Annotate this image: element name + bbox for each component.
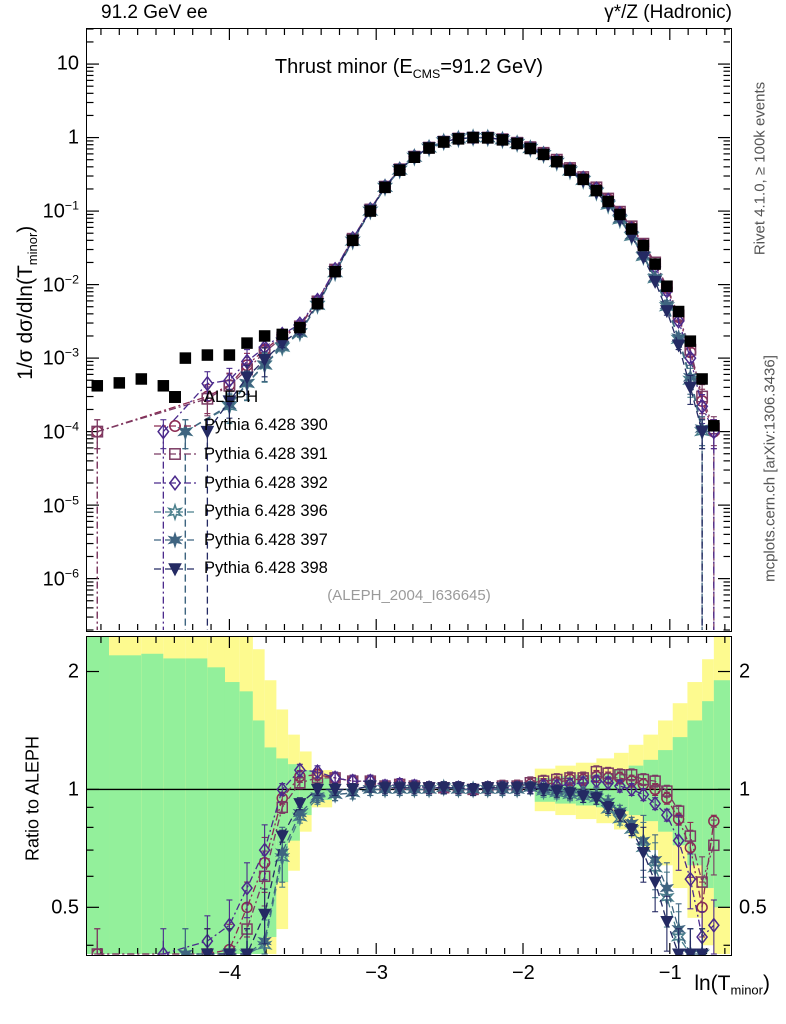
ratio-y-tick-left-2: 0.5 [51,896,79,919]
uncertainty-band-stat [687,720,703,866]
main-y-tick-3: 10−2 [42,272,79,297]
legend-item-3[interactable]: Pythia 6.428 392 [152,469,328,498]
main-y-label-suffix: ) [14,225,38,233]
ratio-y-tick-right-1: 1 [739,778,751,801]
legend-label-2: Pythia 6.428 391 [204,444,328,463]
x-label-sub: minor [730,982,763,998]
legend-marker-star-open-icon [152,502,198,522]
legend-item-0[interactable]: ALEPH [152,383,328,412]
ratio-y-tick-right-0: 2 [739,660,751,683]
ratio-y-axis-label: Ratio to ALEPH [22,735,43,862]
main-y-tick-6: 10−5 [42,493,79,517]
uncertainty-band-stat [252,720,265,954]
plot-title-suffix: =91.2 GeV) [440,56,544,78]
uncertainty-band-stat [87,637,110,954]
legend-item-5[interactable]: Pythia 6.428 397 [152,526,328,555]
legend-marker-triangledown-filled-icon [152,559,198,579]
legend-marker-diamond-open-icon [152,473,198,493]
uncertainty-band-stat [672,737,688,846]
uncertainty-band-stat [299,770,312,816]
legend-label-1: Pythia 6.428 390 [204,416,328,435]
legend-label-5: Pythia 6.428 397 [204,530,328,549]
uncertainty-band-stat [109,655,142,954]
legend-item-1[interactable]: Pythia 6.428 390 [152,412,328,441]
main-y-label-sub: minor [24,232,40,266]
uncertainty-band-stat [702,701,714,889]
plot-title: Thrust minor (ECMS=91.2 GeV) [86,56,732,81]
x-tick-3: −1 [658,962,682,984]
main-y-label-prefix: 1/σ dσ/dln(T [14,265,38,380]
main-y-tick-0: 10 [56,52,79,75]
mcplots-source-note: mcplots.cern.ch [arXiv:1306.3436] [761,355,779,582]
plot-title-prefix: Thrust minor (E [274,56,413,78]
legend-marker-star-filled-icon [152,530,198,550]
uncertainty-band-stat [264,747,277,937]
rivet-version-note: Rivet 4.1.0, ≥ 100k events [751,81,769,256]
legend-marker-square-filled-icon [152,387,198,407]
x-tick-1: −3 [365,962,388,984]
legend-item-2[interactable]: Pythia 6.428 391 [152,440,328,469]
uncertainty-band-stat [207,667,225,954]
ratio-y-tick-left-1: 1 [67,778,79,801]
ratio-plot-panel [86,636,732,956]
uncertainty-band-stat [239,691,253,954]
legend-label-6: Pythia 6.428 398 [204,559,328,578]
main-y-axis-label: 1/σ dσ/dln(Tminor) [14,93,40,513]
main-plot-canvas [87,28,730,631]
ratio-plot-canvas [87,637,730,955]
x-axis-label: ln(Tminor) [694,972,770,998]
header-left-label: 91.2 GeV ee [101,2,208,23]
main-plot-panel [86,28,732,632]
legend-item-6[interactable]: Pythia 6.428 398 [152,555,328,584]
x-tick-2: −2 [512,962,535,984]
ratio-series-Pythia-6-428-398 [200,779,709,955]
x-tick-0: −4 [218,962,242,984]
series-ALEPH [91,131,720,432]
legend-label-3: Pythia 6.428 392 [204,473,328,492]
ratio-y-tick-left-0: 2 [67,660,79,683]
analysis-watermark: (ALEPH_2004_I636645) [327,587,491,604]
uncertainty-band-stat [276,758,289,883]
uncertainty-band-stat [163,658,186,954]
legend: ALEPH Pythia 6.428 390 Pythia 6.428 391 Pyt… [152,383,328,583]
main-y-tick-1: 1 [67,126,79,149]
uncertainty-band-stat [713,680,730,908]
main-y-tick-4: 10−3 [42,346,79,370]
main-y-tick-2: 10−1 [42,199,79,223]
x-label-suffix: ) [763,972,770,995]
ratio-y-tick-right-2: 0.5 [739,896,767,919]
plot-title-sub: CMS [412,67,441,81]
legend-marker-circle-open-icon [152,416,198,436]
main-y-tick-7: 10−6 [42,566,79,591]
main-y-tick-5: 10−4 [42,419,79,444]
legend-label-0: ALEPH [204,387,259,406]
legend-marker-square-open-icon [152,444,198,464]
legend-item-4[interactable]: Pythia 6.428 396 [152,497,328,526]
legend-label-4: Pythia 6.428 396 [204,502,328,521]
uncertainty-band-stat [224,682,240,954]
x-label-prefix: ln(T [694,972,731,995]
header-right-label: γ*/Z (Hadronic) [604,2,732,23]
uncertainty-band-stat [288,764,300,841]
uncertainty-band-stat [141,653,164,954]
uncertainty-band-stat [185,658,208,954]
